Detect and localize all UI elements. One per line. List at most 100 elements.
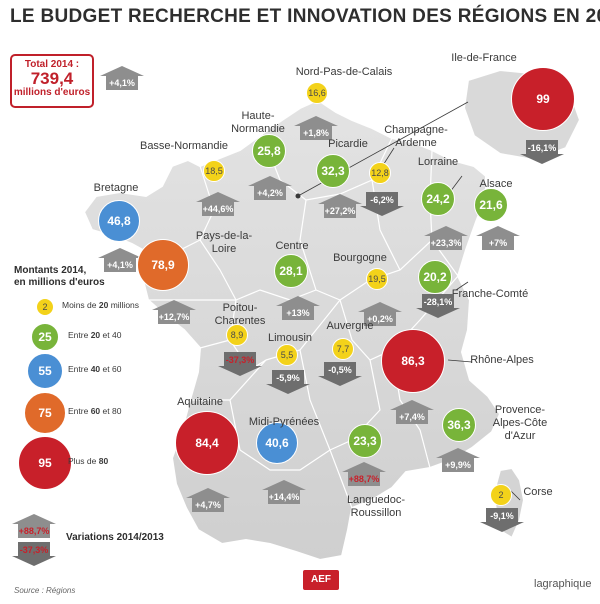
- total-box: Total 2014 : 739,4 millions d'euros: [10, 54, 94, 108]
- legend-variation-label: Variations 2014/2013: [66, 532, 164, 543]
- region-bubble-midi-pyrenees: 40,6: [256, 422, 298, 464]
- arrow-down-icon: [218, 352, 262, 376]
- arrow-up-icon: [390, 400, 434, 424]
- paris-dot: [295, 193, 301, 199]
- region-name-limousin: Limousin: [267, 332, 313, 344]
- region-bubble-alsace: 21,6: [474, 188, 508, 222]
- arrow-up-icon: [276, 296, 320, 320]
- variation-value: +13%: [286, 308, 310, 318]
- region-bubble-bourgogne: 19,5: [366, 268, 388, 290]
- region-bubble-corse: 2: [490, 484, 512, 506]
- region-name-champagne-ardenne: Champagne-Ardenne: [384, 124, 448, 149]
- variation-value: +12,7%: [158, 312, 190, 322]
- region-name-bourgogne: Bourgogne: [333, 252, 387, 264]
- variation-value: +9,9%: [445, 460, 471, 470]
- arrow-down-icon: [266, 370, 310, 394]
- variation-up-arrow: +4,1%: [100, 66, 144, 90]
- arrow-up-icon: [436, 448, 480, 472]
- arrow-up-icon: [358, 302, 402, 326]
- region-name-picardie: Picardie: [328, 138, 368, 150]
- region-name-basse-normandie: Basse-Normandie: [139, 140, 229, 152]
- page-title: LE BUDGET RECHERCHE ET INNOVATION DES RÉ…: [10, 6, 600, 27]
- region-bubble-basse-normandie: 18,5: [203, 160, 225, 182]
- region-bubble-centre: 28,1: [274, 254, 308, 288]
- variation-value: +23,3%: [430, 238, 462, 248]
- variation-value: +4,1%: [107, 260, 133, 270]
- region-name-nord-pas-de-calais: Nord-Pas-de-Calais: [295, 66, 393, 78]
- legend-text: Entre 20 et 40: [68, 330, 122, 340]
- variation-value: +27,2%: [324, 206, 356, 216]
- publisher-logo: AEF: [303, 570, 339, 590]
- arrow-up-icon: [152, 300, 196, 324]
- region-bubble-champagne-ardenne: 12,8: [369, 162, 391, 184]
- variation-value: +88,7%: [18, 526, 50, 536]
- variation-value: -28,1%: [423, 297, 453, 307]
- variation-down-arrow: -0,5%: [318, 362, 362, 386]
- region-name-ile-de-france: Ile-de-France: [451, 52, 517, 64]
- total-label: Total 2014 :: [24, 59, 80, 70]
- region-bubble-poitou-charentes: 8,9: [226, 324, 248, 346]
- legend-text: Moins de 20 millions: [62, 300, 140, 310]
- region-bubble-picardie: 32,3: [316, 154, 350, 188]
- region-name-poitou-charentes: Poitou-Charentes: [214, 302, 266, 327]
- variation-up-arrow: +4,1%: [98, 248, 142, 272]
- arrow-up-icon: [262, 480, 306, 504]
- legend-swatch-orange: 75: [24, 392, 66, 434]
- variation-up-arrow: +23,3%: [424, 226, 468, 250]
- legend-title-line2: en millions d'euros: [14, 277, 105, 288]
- variation-value: -37,3%: [225, 355, 255, 365]
- region-bubble-haute-normandie: 25,8: [252, 134, 286, 168]
- variation-up-arrow: +7,4%: [390, 400, 434, 424]
- legend-title-line1: Montants 2014,: [14, 265, 87, 276]
- region-name-bretagne: Bretagne: [93, 182, 139, 194]
- region-name-rhone-alpes: Rhône-Alpes: [470, 354, 534, 366]
- region-name-aquitaine: Aquitaine: [177, 396, 223, 408]
- variation-up-arrow: +14,4%: [262, 480, 306, 504]
- arrow-up-icon: [100, 66, 144, 90]
- arrow-up-icon: [248, 176, 292, 200]
- variation-value: +1,8%: [303, 128, 329, 138]
- region-name-alsace: Alsace: [479, 178, 513, 190]
- variation-value: +4,7%: [195, 500, 221, 510]
- region-name-corse: Corse: [523, 486, 553, 498]
- variation-value: +0,2%: [367, 314, 393, 324]
- legend-text: Entre 60 et 80: [68, 406, 122, 416]
- arrow-up-icon: [186, 488, 230, 512]
- arrow-up-icon: [342, 462, 386, 486]
- region-bubble-nord-pas-de-calais: 16,6: [306, 82, 328, 104]
- region-bubble-ile-de-france: 99: [511, 67, 575, 131]
- region-bubble-provence-alpes-cote-d-azur: 36,3: [442, 408, 476, 442]
- variation-down-arrow: -28,1%: [416, 294, 460, 318]
- variation-value: -6,2%: [370, 195, 394, 205]
- variation-value: -5,9%: [276, 373, 300, 383]
- variation-value: +4,2%: [257, 188, 283, 198]
- arrow-up-icon: [98, 248, 142, 272]
- region-name-languedoc-roussillon: Languedoc-Roussillon: [346, 494, 406, 519]
- region-name-centre: Centre: [275, 240, 309, 252]
- arrow-up-icon: [12, 514, 56, 538]
- region-name-midi-pyrenees: Midi-Pyrénées: [248, 416, 320, 428]
- variation-value: +14,4%: [268, 492, 300, 502]
- region-bubble-auvergne: 7,7: [332, 338, 354, 360]
- arrow-down-icon: [416, 294, 460, 318]
- variation-up-arrow: +4,2%: [248, 176, 292, 200]
- variation-down-arrow: -9,1%: [480, 508, 524, 532]
- legend-title: Montants 2014, en millions d'euros: [14, 265, 105, 289]
- legend-text: Plus de 80: [68, 456, 109, 466]
- variation-up-arrow: +7%: [476, 226, 520, 250]
- region-bubble-aquitaine: 84,4: [175, 411, 239, 475]
- variation-value: +7,4%: [399, 412, 425, 422]
- region-name-franche-comte: Franche-Comté: [451, 288, 529, 300]
- variation-value: +4,1%: [109, 78, 135, 88]
- variation-down-arrow: -16,1%: [520, 140, 564, 164]
- arrow-down-icon: [360, 192, 404, 216]
- variation-up-arrow: +88,7%: [342, 462, 386, 486]
- variation-up-arrow: +9,9%: [436, 448, 480, 472]
- legend-swatch-red: 95: [18, 436, 72, 490]
- credit-logo: lagraphique: [534, 578, 592, 590]
- arrow-down-icon: [520, 140, 564, 164]
- variation-value: -9,1%: [490, 511, 514, 521]
- arrow-down-icon: [318, 362, 362, 386]
- variation-up-arrow: +88,7%: [12, 514, 56, 538]
